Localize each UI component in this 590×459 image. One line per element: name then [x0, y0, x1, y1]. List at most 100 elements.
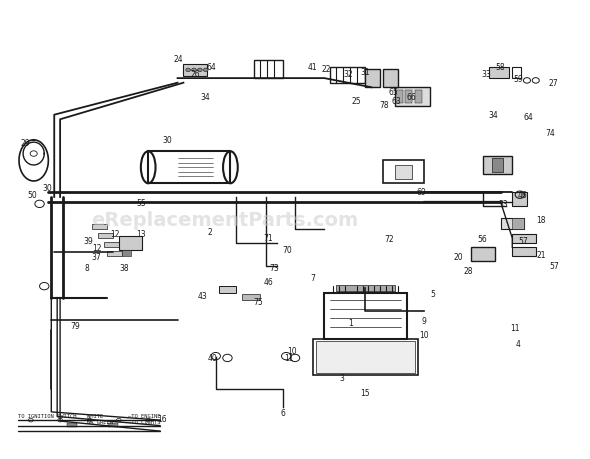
Text: 70: 70 — [283, 246, 292, 255]
Bar — [254, 61, 283, 79]
Text: 34: 34 — [489, 111, 499, 120]
Text: 56: 56 — [477, 234, 487, 243]
Bar — [491, 159, 503, 173]
Bar — [108, 423, 117, 426]
Bar — [122, 250, 130, 257]
Text: 16: 16 — [157, 414, 166, 423]
Text: —TO ENGINE: —TO ENGINE — [127, 413, 160, 418]
Circle shape — [198, 69, 202, 73]
Text: 5: 5 — [431, 289, 435, 298]
Text: 30: 30 — [162, 136, 172, 145]
Text: 71: 71 — [264, 233, 273, 242]
Text: 27: 27 — [549, 79, 558, 88]
Text: 33: 33 — [499, 200, 509, 209]
Bar — [383, 70, 398, 88]
Bar — [365, 70, 380, 88]
Bar — [512, 193, 527, 207]
Text: 72: 72 — [384, 234, 394, 243]
Text: 33: 33 — [481, 70, 491, 79]
Text: 64: 64 — [524, 113, 533, 122]
Bar — [219, 286, 236, 293]
Bar — [500, 218, 524, 230]
Text: 11: 11 — [510, 323, 520, 332]
Text: 75: 75 — [253, 297, 263, 306]
Bar — [512, 234, 536, 243]
Text: 28: 28 — [464, 266, 473, 275]
Text: 57: 57 — [518, 236, 527, 246]
Bar — [99, 233, 113, 239]
Bar — [336, 285, 395, 291]
Text: 73: 73 — [270, 264, 279, 273]
Bar — [119, 236, 142, 250]
Text: 10: 10 — [419, 330, 429, 339]
Bar — [396, 90, 403, 104]
Circle shape — [204, 69, 208, 73]
Text: 30: 30 — [42, 184, 52, 193]
Text: 25: 25 — [352, 97, 362, 106]
Text: 41: 41 — [308, 63, 317, 72]
Bar — [395, 88, 430, 106]
Text: 31: 31 — [360, 67, 371, 77]
Bar — [512, 248, 536, 257]
Text: 65: 65 — [389, 88, 398, 97]
Bar — [330, 67, 365, 84]
Text: 58: 58 — [496, 63, 506, 72]
Bar — [483, 157, 512, 175]
Text: 59: 59 — [513, 74, 523, 84]
Text: GR GREEN: GR GREEN — [87, 419, 113, 424]
Text: 3: 3 — [339, 373, 345, 382]
Bar — [183, 65, 207, 77]
Circle shape — [186, 69, 191, 73]
Text: 18: 18 — [536, 216, 545, 225]
Text: TO IGNITION SWITCH: TO IGNITION SWITCH — [18, 413, 76, 418]
Text: —TO LIGHTS: —TO LIGHTS — [127, 419, 160, 424]
Text: 12: 12 — [93, 243, 102, 252]
Bar — [148, 152, 231, 184]
Text: 40: 40 — [208, 354, 218, 363]
Bar — [415, 90, 422, 104]
Bar — [512, 218, 524, 230]
Text: 50: 50 — [28, 191, 37, 200]
Text: WHITE: WHITE — [87, 413, 103, 418]
Text: 4: 4 — [516, 339, 520, 348]
Bar — [383, 161, 424, 184]
Text: 11: 11 — [284, 354, 294, 363]
Text: 66: 66 — [407, 93, 416, 102]
Text: 57: 57 — [550, 262, 559, 270]
Bar — [104, 242, 119, 248]
Bar — [471, 248, 494, 262]
Text: 2: 2 — [208, 227, 212, 236]
Text: 32: 32 — [343, 70, 353, 79]
Text: 79: 79 — [70, 322, 80, 331]
Text: 43: 43 — [198, 291, 208, 300]
Text: 13: 13 — [136, 230, 146, 239]
Bar — [405, 90, 412, 104]
Bar — [107, 252, 122, 257]
Text: 39: 39 — [83, 236, 93, 246]
Text: 20: 20 — [454, 252, 463, 261]
Bar — [324, 293, 407, 339]
Text: 12: 12 — [110, 230, 119, 239]
Text: 37: 37 — [91, 252, 101, 261]
Text: 26: 26 — [191, 70, 200, 79]
Circle shape — [192, 69, 196, 73]
Text: eReplacementParts.com: eReplacementParts.com — [91, 211, 358, 230]
Bar — [489, 67, 509, 79]
Text: 46: 46 — [518, 191, 527, 200]
Bar — [67, 423, 77, 426]
Text: 38: 38 — [120, 264, 130, 273]
Text: 1: 1 — [349, 319, 353, 328]
Text: 21: 21 — [537, 250, 546, 259]
Bar — [242, 295, 260, 300]
Text: 8: 8 — [84, 264, 89, 273]
Text: 24: 24 — [174, 55, 183, 64]
Text: 7: 7 — [310, 273, 315, 282]
Text: 78: 78 — [379, 101, 388, 109]
Bar — [316, 341, 415, 373]
Text: 34: 34 — [201, 93, 211, 102]
Bar — [395, 166, 412, 179]
Text: 6: 6 — [281, 409, 286, 417]
Text: 22: 22 — [322, 65, 331, 74]
Text: 64: 64 — [206, 63, 217, 72]
Text: 10: 10 — [287, 346, 297, 355]
